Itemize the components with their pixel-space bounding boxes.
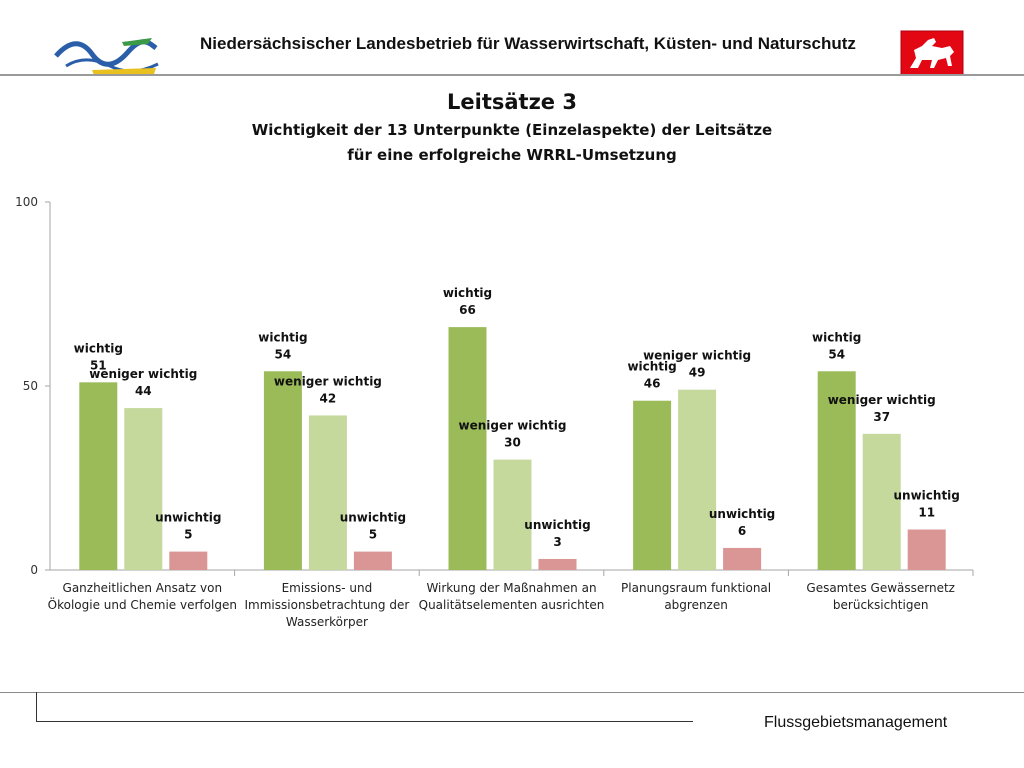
data-label-value: 3 — [553, 535, 561, 549]
category-label: Emissions- und — [282, 581, 373, 595]
data-label-value: 37 — [873, 410, 890, 424]
data-label-value: 6 — [738, 524, 746, 538]
category-label: Wirkung der Maßnahmen an — [426, 581, 596, 595]
category-label: Gesamtes Gewässernetz — [806, 581, 955, 595]
data-label-series: weniger wichtig — [828, 393, 936, 407]
category-label: abgrenzen — [664, 598, 728, 612]
bar-weniger-wichtig-3 — [493, 459, 532, 570]
data-label-series: wichtig — [258, 330, 307, 344]
data-label-series: wichtig — [74, 341, 123, 355]
bar-weniger-wichtig-4 — [678, 389, 717, 570]
category-label: Planungsraum funktional — [621, 581, 771, 595]
category-label: berücksichtigen — [833, 598, 929, 612]
data-label-value: 44 — [135, 384, 152, 398]
header-divider — [0, 74, 1024, 76]
bar-unwichtig-3 — [538, 558, 577, 570]
y-tick-label: 100 — [15, 195, 38, 209]
data-label-value: 46 — [644, 377, 661, 391]
footer-divider — [0, 692, 1024, 693]
page-title: Leitsätze 3 — [447, 90, 577, 114]
data-label-series: unwichtig — [155, 511, 221, 525]
category-label: Qualitätselementen ausrichten — [419, 598, 605, 612]
category-label: Wasserkörper — [286, 615, 368, 629]
data-label-series: unwichtig — [894, 489, 960, 503]
bar-wichtig-3 — [448, 327, 487, 570]
bar-unwichtig-5 — [907, 529, 946, 570]
data-label-value: 54 — [828, 347, 845, 361]
data-label-series: wichtig — [443, 286, 492, 300]
chart-subtitle-line1: Wichtigkeit der 13 Unterpunkte (Einzelas… — [251, 121, 773, 139]
data-label-value: 30 — [504, 436, 521, 450]
category-label: Ganzheitlichen Ansatz von — [63, 581, 223, 595]
data-label-series: wichtig — [627, 360, 676, 374]
data-label-value: 42 — [320, 391, 337, 405]
footer-bracket-vertical — [36, 692, 37, 722]
bar-unwichtig-2 — [353, 551, 392, 570]
data-label-series: weniger wichtig — [89, 367, 197, 381]
chart-subtitle-line2: für eine erfolgreiche WRRL-Umsetzung — [347, 146, 677, 164]
bar-weniger-wichtig-2 — [308, 415, 347, 570]
category-label: Immissionsbetrachtung der — [245, 598, 410, 612]
bar-unwichtig-1 — [169, 551, 208, 570]
footer-bracket-horizontal — [36, 721, 693, 722]
data-label-series: wichtig — [812, 330, 861, 344]
data-label-value: 51 — [90, 358, 107, 372]
bar-wichtig-1 — [79, 382, 118, 570]
data-label-value: 66 — [459, 303, 476, 317]
bar-weniger-wichtig-1 — [124, 408, 163, 570]
bar-weniger-wichtig-5 — [862, 433, 901, 570]
data-label-value: 54 — [275, 347, 292, 361]
bar-wichtig-2 — [263, 371, 302, 570]
data-label-series: weniger wichtig — [459, 419, 567, 433]
footer-label: Flussgebietsmanagement — [764, 714, 948, 731]
bar-wichtig-4 — [633, 400, 672, 570]
data-label-value: 5 — [369, 528, 377, 542]
data-label-series: weniger wichtig — [643, 349, 751, 363]
niedersachsen-horse-icon — [900, 30, 964, 76]
data-label-series: unwichtig — [340, 511, 406, 525]
data-label-series: unwichtig — [524, 518, 590, 532]
y-tick-label: 50 — [23, 379, 38, 393]
bar-wichtig-5 — [817, 371, 856, 570]
bar-unwichtig-4 — [723, 547, 762, 570]
data-label-value: 5 — [184, 528, 192, 542]
y-tick-label: 0 — [30, 563, 38, 577]
category-label: Ökologie und Chemie verfolgen — [48, 596, 237, 612]
data-label-value: 49 — [689, 366, 706, 380]
organization-name: Niedersächsischer Landesbetrieb für Wass… — [200, 34, 856, 53]
data-label-series: weniger wichtig — [274, 374, 382, 388]
data-label-value: 11 — [918, 506, 935, 520]
data-label-series: unwichtig — [709, 507, 775, 521]
nlwkn-logo — [54, 38, 159, 75]
